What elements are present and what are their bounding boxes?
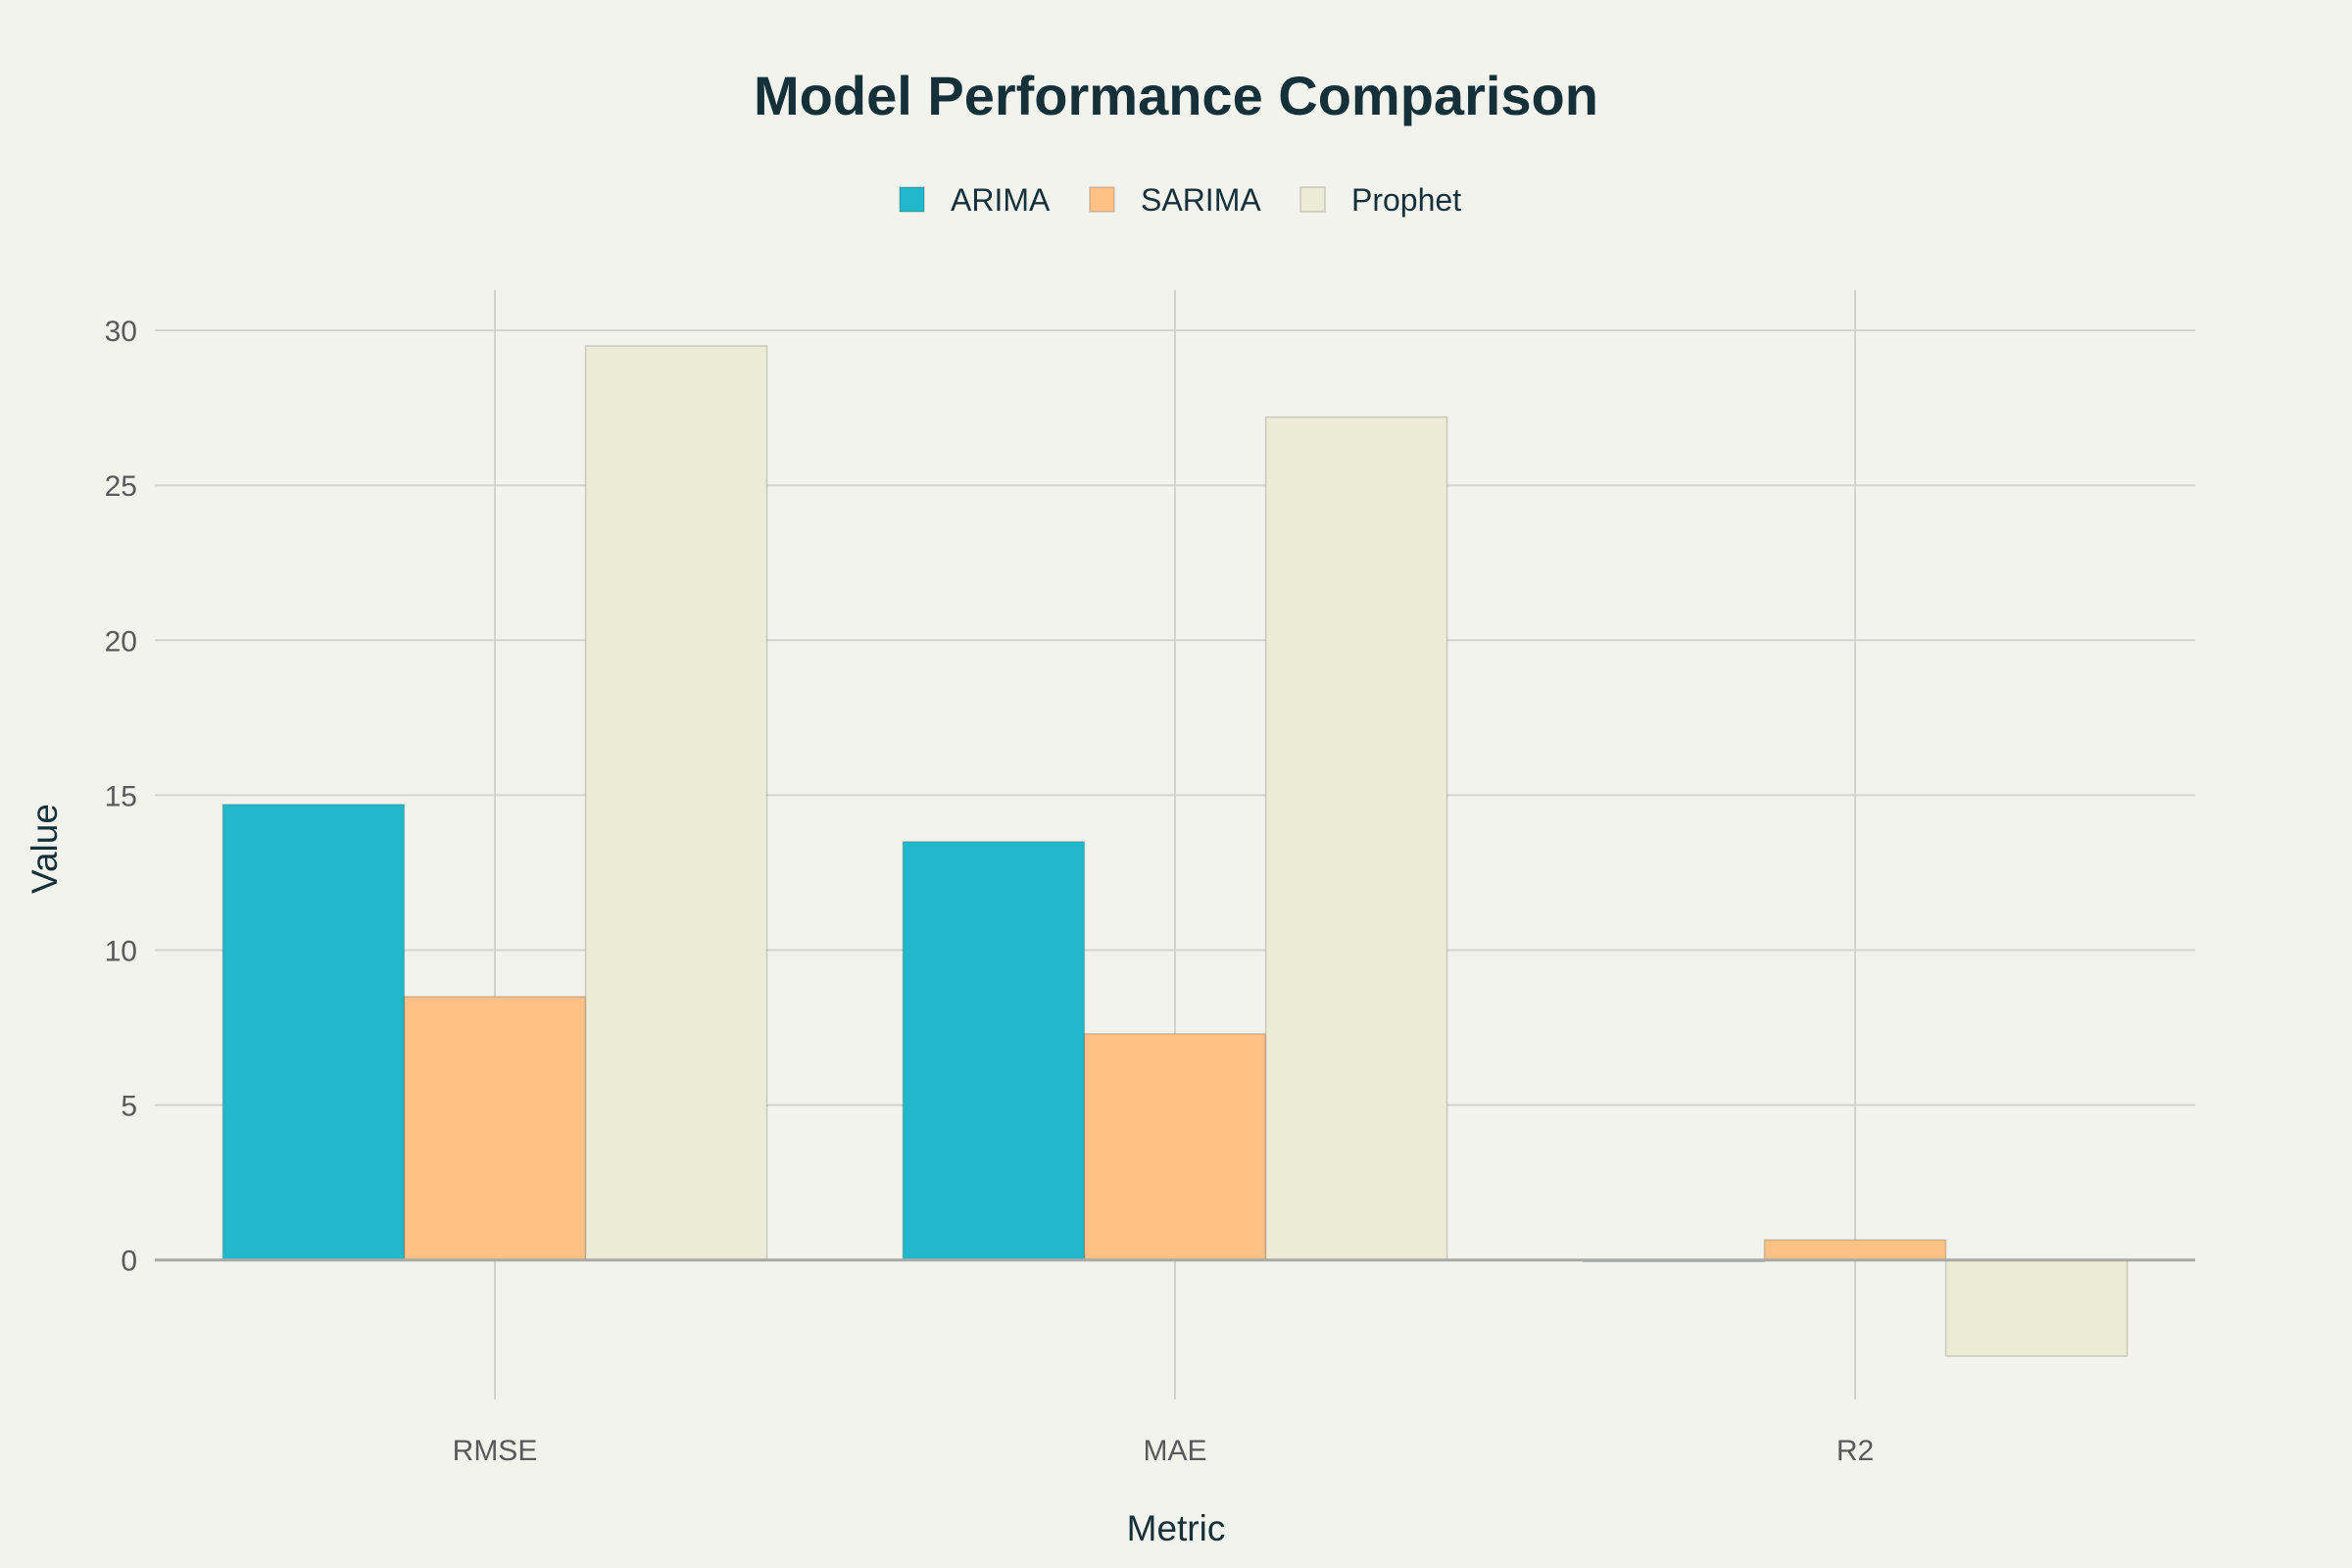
x-tick-label-mae: MAE — [1143, 1435, 1206, 1467]
y-tick-label: 0 — [121, 1246, 137, 1278]
chart-title: Model Performance Comparison — [754, 65, 1598, 126]
bar-arima-mae — [902, 841, 1086, 1261]
bar-sarima-r2 — [1763, 1239, 1947, 1261]
bar-prophet-mae — [1264, 416, 1448, 1261]
y-tick-label: 5 — [121, 1091, 137, 1123]
y-tick-label: 25 — [105, 470, 137, 503]
y-tick-label: 15 — [105, 780, 137, 812]
y-tick-label: 20 — [105, 625, 137, 658]
legend-label-sarima: SARIMA — [1141, 182, 1261, 218]
y-tick-label: 30 — [105, 316, 137, 348]
legend-label-prophet: Prophet — [1351, 182, 1461, 218]
y-axis-title: Value — [24, 804, 65, 894]
legend-swatch-prophet — [1299, 186, 1326, 213]
legend-swatch-arima — [899, 186, 925, 213]
x-axis-title: Metric — [1127, 1508, 1226, 1548]
x-tick-label-r2: R2 — [1837, 1435, 1874, 1467]
bar-sarima-rmse — [403, 996, 587, 1261]
bar-sarima-mae — [1083, 1033, 1267, 1261]
legend-swatch-sarima — [1089, 186, 1115, 213]
bars — [155, 345, 2195, 1357]
bar-prophet-rmse — [584, 345, 768, 1261]
legend-label-arima: ARIMA — [951, 182, 1051, 218]
bar-arima-rmse — [221, 804, 406, 1261]
y-tick-label: 10 — [105, 936, 137, 968]
bar-prophet-r2 — [1944, 1258, 2129, 1357]
legend: ARIMA SARIMA Prophet — [899, 182, 1461, 218]
tick-labels: 0 5 10 15 20 25 30 RMSE MAE R2 — [105, 316, 1875, 1467]
x-tick-label-rmse: RMSE — [453, 1435, 538, 1467]
